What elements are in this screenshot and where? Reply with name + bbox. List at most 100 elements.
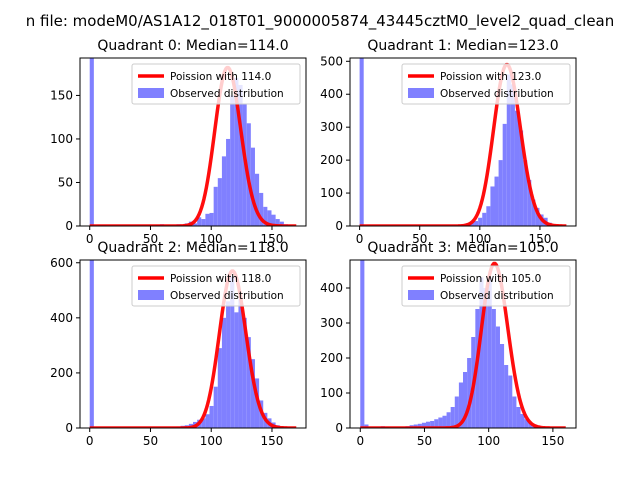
y-tick-label: 500 xyxy=(320,54,343,68)
histogram-bar xyxy=(205,213,210,226)
y-tick-label: 200 xyxy=(320,351,343,365)
y-tick-label: 600 xyxy=(50,256,73,270)
histogram-bar xyxy=(89,58,94,226)
histogram-bar xyxy=(487,277,492,428)
histogram-bar xyxy=(201,418,206,428)
subplot-quadrant-0: 0 50 100 150 0 50 100 150 Quadrant 0: Median=114… xyxy=(50,38,307,246)
histogram-bar xyxy=(528,422,533,428)
legend: Poission with 123.0 Observed distribution xyxy=(401,63,571,105)
x-tick-label: 50 xyxy=(417,434,432,448)
histogram-bar xyxy=(263,206,268,226)
y-tick-label: 100 xyxy=(320,386,343,400)
plot-area xyxy=(359,260,567,428)
histogram-bar xyxy=(494,176,499,226)
histogram-bar xyxy=(430,421,435,428)
histogram-bar xyxy=(535,207,540,226)
histogram-bar xyxy=(478,217,483,226)
histogram-bar xyxy=(523,160,528,226)
axes-frame xyxy=(79,259,307,429)
figure-suptitle: n file: modeM0/AS1A12_018T01_9000005874_… xyxy=(26,12,615,31)
legend-entry-poisson: Poission with 105.0 xyxy=(440,273,541,285)
histogram-bar xyxy=(230,276,235,428)
histogram-bar xyxy=(209,405,214,428)
histogram-bar xyxy=(238,298,243,428)
histogram-bar xyxy=(491,309,496,428)
histogram-bar xyxy=(275,219,280,226)
histogram-bar xyxy=(446,412,451,428)
x-tick-label: 50 xyxy=(143,434,158,448)
legend-box xyxy=(401,63,571,105)
subplot-title: Quadrant 2: Median=118.0 xyxy=(97,240,288,256)
x-tick-label: 100 xyxy=(200,232,223,246)
y-tick-label: 300 xyxy=(320,120,343,134)
histogram-bar xyxy=(360,260,365,428)
histogram-bar xyxy=(490,186,495,226)
histogram-bar xyxy=(495,326,500,428)
y-tick-label: 0 xyxy=(65,421,73,435)
histogram-bar xyxy=(259,192,264,226)
histogram-bar xyxy=(438,417,443,428)
legend-entry-poisson: Poission with 123.0 xyxy=(440,71,541,83)
histogram-bar xyxy=(197,217,202,226)
histogram-bar xyxy=(359,58,364,226)
histogram-bar xyxy=(213,186,218,226)
x-tick-label: 150 xyxy=(261,232,284,246)
x-tick-label: 50 xyxy=(143,232,158,246)
x-tick-label: 0 xyxy=(356,232,364,246)
histogram-bar xyxy=(193,223,198,226)
x-tick-label: 0 xyxy=(86,434,94,448)
histogram-bar xyxy=(450,407,455,428)
histogram-bar xyxy=(271,214,276,226)
histogram-bar xyxy=(250,359,255,428)
legend-bar-swatch xyxy=(408,88,434,98)
histogram-bar xyxy=(254,173,260,226)
histogram-bar xyxy=(499,344,505,428)
legend: Poission with 105.0 Observed distribution xyxy=(401,265,571,307)
legend-box xyxy=(131,63,301,105)
subplot-quadrant-3: 0 50 100 150 0 100 200 300 400 Quadrant 3: Median… xyxy=(320,240,577,448)
histogram-bar xyxy=(221,156,227,226)
plot-area xyxy=(89,260,297,428)
histogram-bar xyxy=(221,317,227,428)
histogram-bar xyxy=(250,147,255,226)
histogram-bar xyxy=(234,312,239,428)
x-tick-label: 100 xyxy=(200,434,223,448)
x-tick-label: 150 xyxy=(261,434,284,448)
legend-box xyxy=(401,265,571,307)
y-tick-label: 400 xyxy=(320,281,343,295)
histogram-bar xyxy=(483,288,488,428)
histogram-bar xyxy=(279,221,284,226)
y-tick-label: 400 xyxy=(320,87,343,101)
histogram-bar xyxy=(234,78,239,226)
histogram-bar xyxy=(516,407,521,428)
histogram-bar xyxy=(527,179,532,226)
histogram-bar xyxy=(498,160,503,226)
x-tick-label: 50 xyxy=(412,232,427,246)
y-tick-label: 100 xyxy=(50,132,73,146)
x-tick-label: 100 xyxy=(477,434,500,448)
poisson-curve xyxy=(89,269,297,428)
histogram-bar xyxy=(463,372,468,428)
x-tick-label: 150 xyxy=(541,434,564,448)
histogram-bar xyxy=(226,138,231,226)
histogram-bar xyxy=(458,382,463,428)
histogram-bar xyxy=(242,317,247,428)
y-tick-label: 400 xyxy=(50,311,73,325)
histogram-bar xyxy=(512,396,517,428)
histogram-bar xyxy=(442,415,447,428)
axes-frame xyxy=(349,259,577,429)
legend-entry-observed: Observed distribution xyxy=(170,88,284,100)
y-tick-label: 200 xyxy=(50,366,73,380)
histogram-bar xyxy=(519,130,524,226)
histogram-bar xyxy=(426,421,431,428)
histogram-bar xyxy=(205,414,210,428)
y-tick-label: 100 xyxy=(320,186,343,200)
y-tick-label: 0 xyxy=(335,421,343,435)
histogram-bar xyxy=(510,84,515,226)
histogram-bar xyxy=(230,95,235,226)
histogram-bar xyxy=(217,348,222,428)
y-tick-label: 0 xyxy=(335,219,343,233)
histogram-bar xyxy=(467,358,472,428)
histogram-bar xyxy=(201,219,206,226)
x-tick-label: 100 xyxy=(468,232,491,246)
